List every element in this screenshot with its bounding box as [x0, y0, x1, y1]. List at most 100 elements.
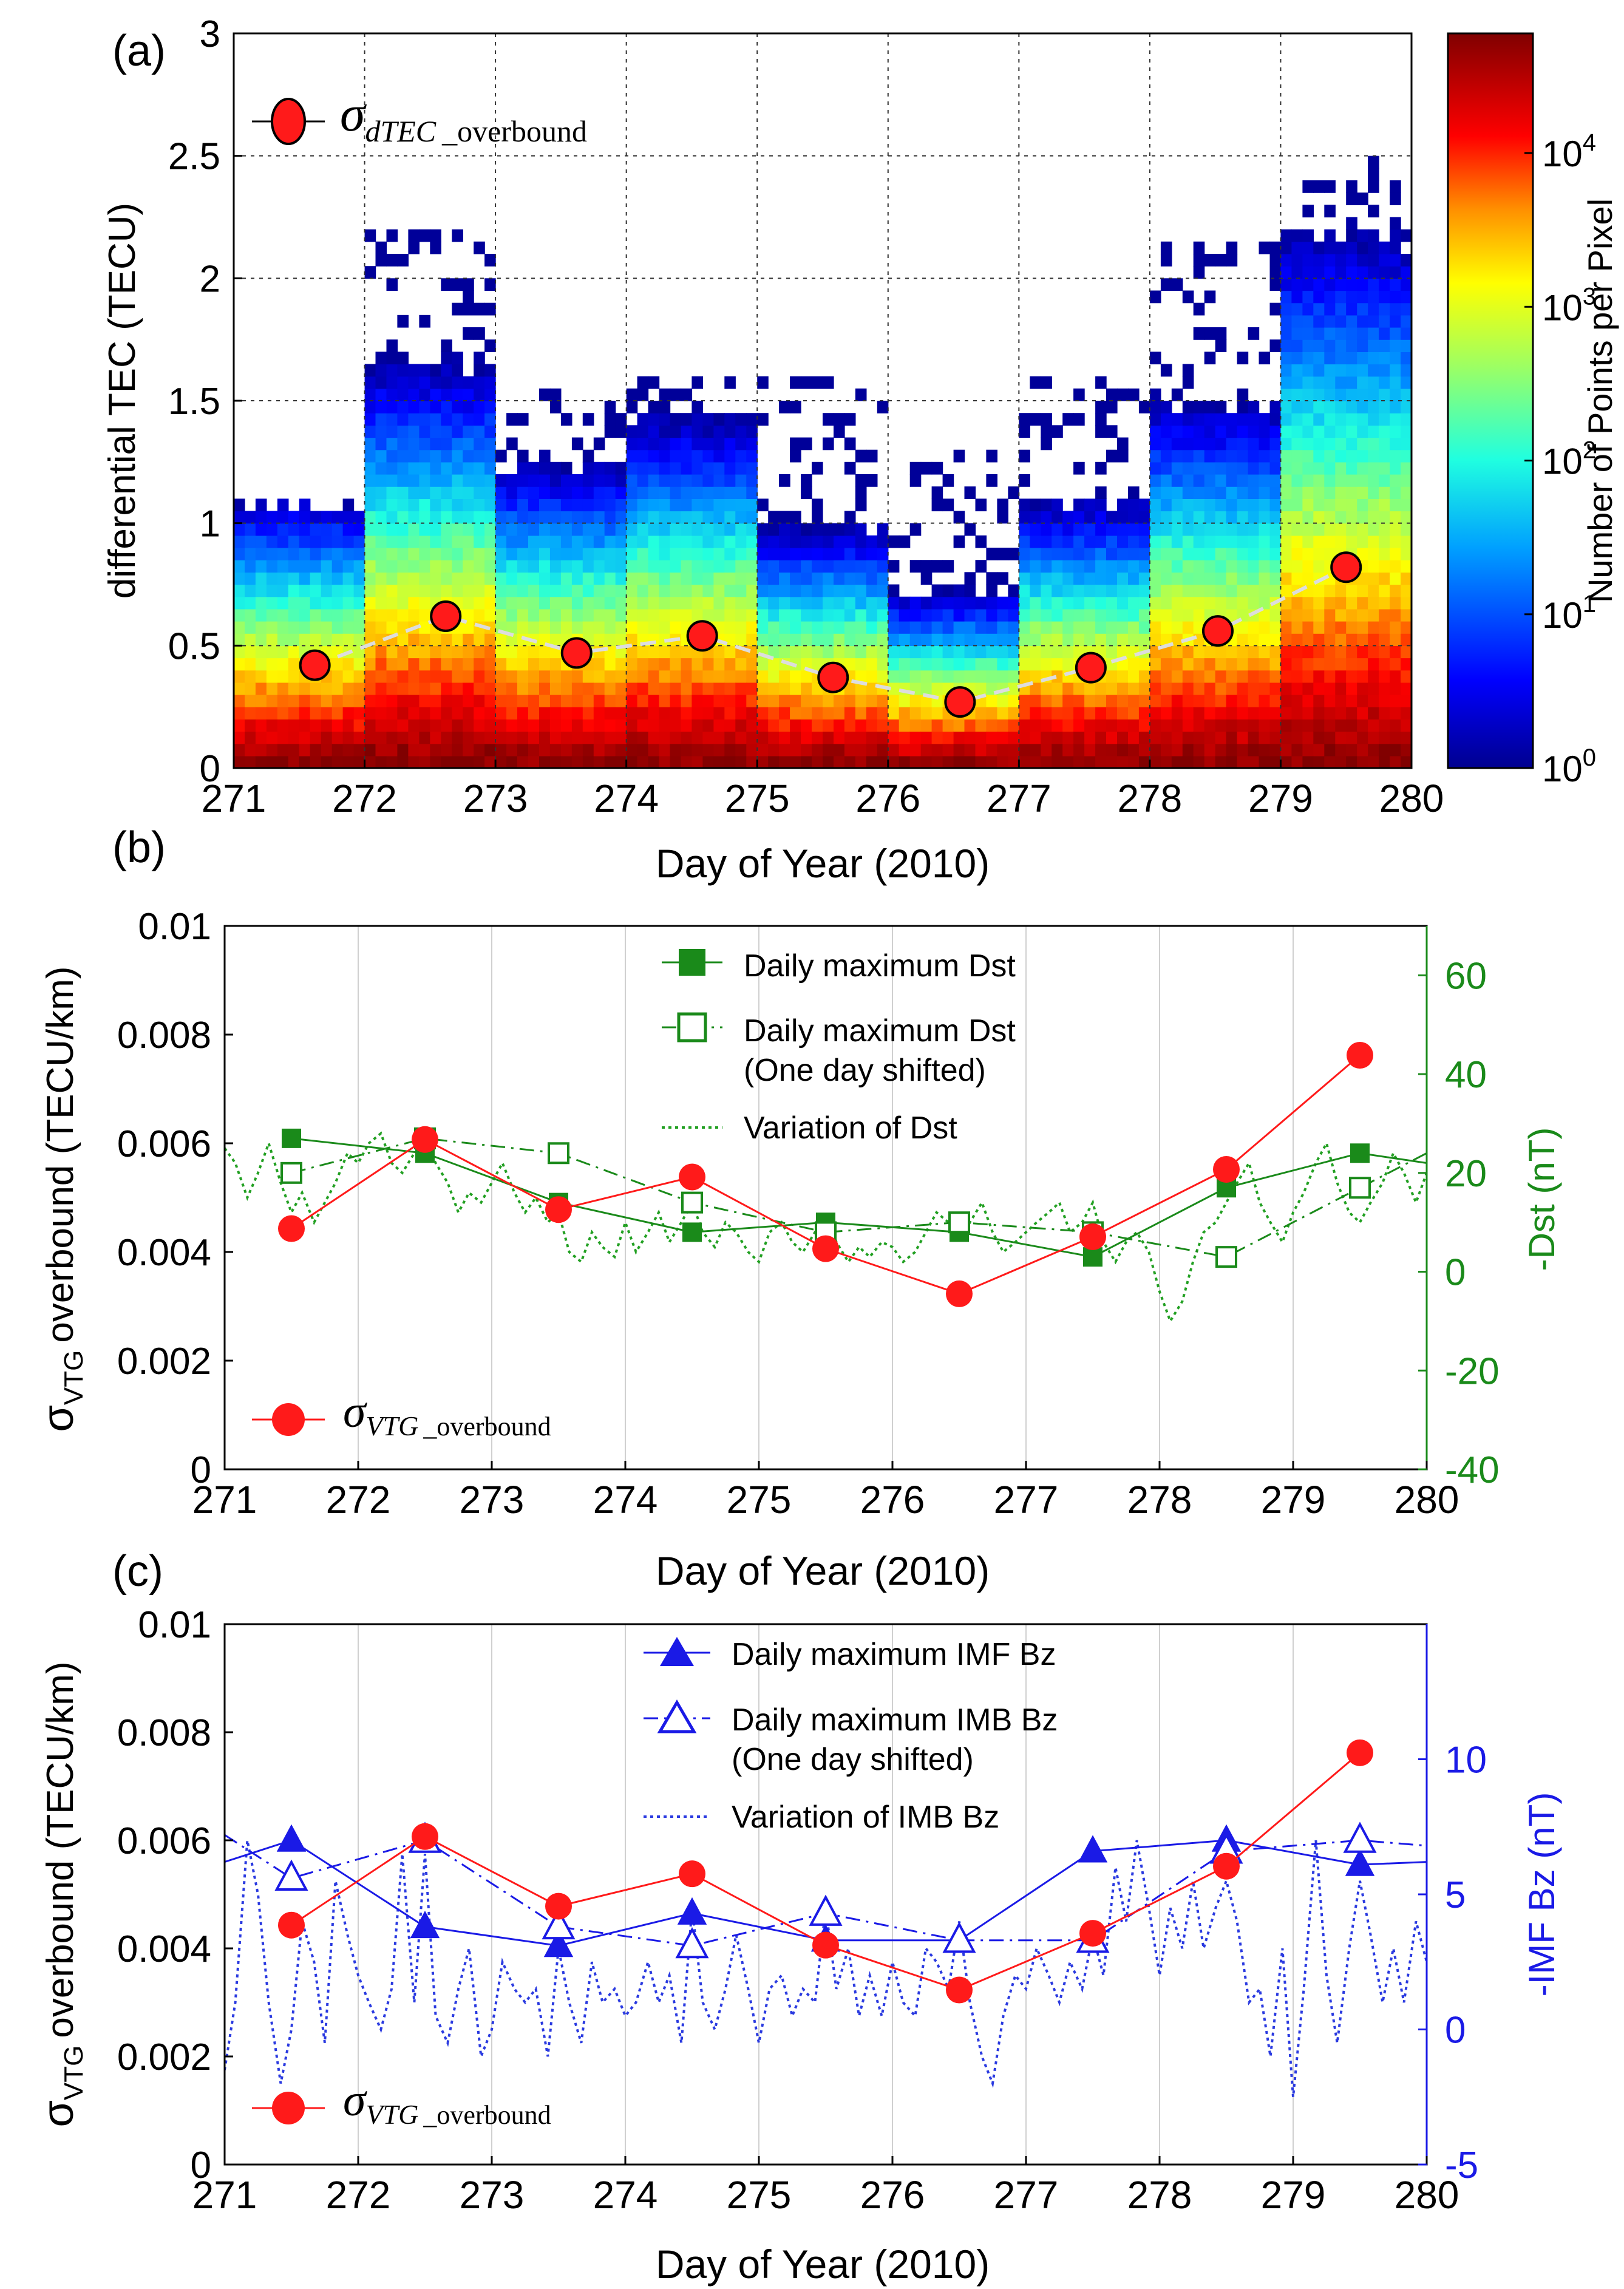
heatmap-cell — [277, 584, 289, 597]
heatmap-cell — [408, 645, 420, 659]
heatmap-cell — [288, 695, 300, 707]
heatmap-cell — [408, 486, 420, 499]
heatmap-cell — [702, 425, 714, 438]
heatmap-cell — [430, 682, 441, 695]
heatmap-cell — [1269, 474, 1282, 487]
heatmap-cell — [1160, 743, 1172, 757]
heatmap-cell — [953, 608, 965, 622]
heatmap-cell — [495, 486, 507, 499]
heatmap-cell — [735, 425, 747, 438]
heatmap-cell — [1237, 425, 1249, 438]
heatmap-cell — [528, 596, 540, 610]
heatmap-cell — [637, 584, 649, 597]
panel-b-y-axis-label: σVTGoverbound (TECU/km) — [34, 966, 89, 1432]
heatmap-cell — [1248, 645, 1260, 659]
heatmap-cell — [1357, 449, 1368, 463]
heatmap-cell — [463, 658, 474, 671]
heatmap-cell — [484, 535, 496, 548]
heatmap-cell — [1357, 388, 1368, 401]
heatmap-cell — [484, 364, 496, 377]
heatmap-cell — [659, 695, 671, 707]
heatmap-cell — [234, 560, 245, 573]
heatmap-cell — [1073, 584, 1085, 597]
heatmap-cell — [1030, 658, 1041, 671]
heatmap-cell — [768, 719, 780, 732]
heatmap-cell — [1095, 755, 1107, 768]
heatmap-cell — [626, 743, 638, 757]
heatmap-cell — [1324, 401, 1336, 413]
heatmap-cell — [823, 560, 834, 573]
heatmap-cell — [517, 621, 529, 634]
heatmap-cell — [1259, 645, 1271, 659]
heatmap-cell — [648, 535, 660, 548]
heatmap-cell — [681, 731, 693, 744]
heatmap-cell — [1259, 608, 1271, 622]
heatmap-cell — [463, 474, 474, 487]
heatmap-cell — [823, 731, 834, 744]
heatmap-cell — [1030, 743, 1041, 757]
heatmap-cell — [604, 731, 616, 744]
heatmap-cell — [1084, 743, 1096, 757]
heatmap-cell — [1073, 731, 1085, 744]
heatmap-cell — [1215, 596, 1227, 610]
heatmap-cell — [375, 584, 387, 597]
heatmap-cell — [691, 461, 703, 475]
heatmap-cell — [517, 486, 529, 499]
heatmap-cell — [539, 670, 551, 683]
heatmap-cell — [801, 695, 812, 707]
heatmap-cell — [234, 695, 245, 707]
heatmap-cell — [549, 719, 562, 732]
heatmap-cell — [528, 695, 540, 707]
heatmap-cell — [1368, 621, 1379, 634]
heatmap-cell — [1237, 548, 1249, 560]
heatmap-cell — [768, 584, 780, 597]
heatmap-cell — [484, 278, 496, 291]
heatmap-cell — [1182, 743, 1194, 757]
heatmap-cell — [964, 743, 976, 757]
heatmap-cell — [1269, 523, 1282, 536]
heatmap-cell — [1062, 413, 1074, 426]
heatmap-cell — [637, 695, 649, 707]
heatmap-cell — [1379, 290, 1390, 304]
heatmap-cell — [746, 682, 758, 695]
heatmap-cell — [375, 413, 387, 426]
heatmap-cell — [746, 633, 758, 646]
heatmap-cell — [1215, 707, 1227, 719]
x-tick-label: 278 — [1127, 2173, 1192, 2217]
heatmap-cell — [1193, 707, 1205, 719]
heatmap-cell — [1379, 449, 1390, 463]
heatmap-cell — [691, 682, 703, 695]
heatmap-cell — [255, 548, 267, 560]
heatmap-cell — [768, 523, 780, 536]
heatmap-cell — [463, 302, 474, 316]
heatmap-cell — [1324, 254, 1336, 267]
heatmap-cell — [1390, 670, 1401, 683]
heatmap-cell — [1019, 572, 1030, 585]
heatmap-cell — [920, 633, 933, 646]
heatmap-cell — [1346, 511, 1357, 524]
heatmap-cell — [648, 437, 660, 451]
heatmap-cell — [375, 707, 387, 719]
heatmap-cell — [1324, 474, 1336, 487]
heatmap-cell — [1269, 413, 1282, 426]
heatmap-cell — [691, 658, 703, 671]
heatmap-cell — [364, 266, 376, 279]
heatmap-cell — [1160, 572, 1172, 585]
heatmap-cell — [844, 461, 856, 475]
heatmap-cell — [1117, 645, 1129, 659]
heatmap-cell — [484, 682, 496, 695]
heatmap-cell — [484, 388, 496, 401]
panel-b-dst-daily-max-point — [682, 1222, 702, 1242]
heatmap-cell — [539, 474, 551, 487]
heatmap-cell — [1171, 670, 1183, 683]
heatmap-cell — [931, 719, 943, 732]
heatmap-cell — [615, 584, 627, 597]
heatmap-cell — [942, 658, 954, 671]
heatmap-cell — [1357, 498, 1368, 512]
heatmap-cell — [560, 584, 572, 597]
heatmap-cell — [234, 707, 245, 719]
heatmap-cell — [1313, 633, 1325, 646]
heatmap-cell — [321, 535, 333, 548]
heatmap-cell — [1291, 670, 1303, 683]
heatmap-cell — [986, 743, 997, 757]
